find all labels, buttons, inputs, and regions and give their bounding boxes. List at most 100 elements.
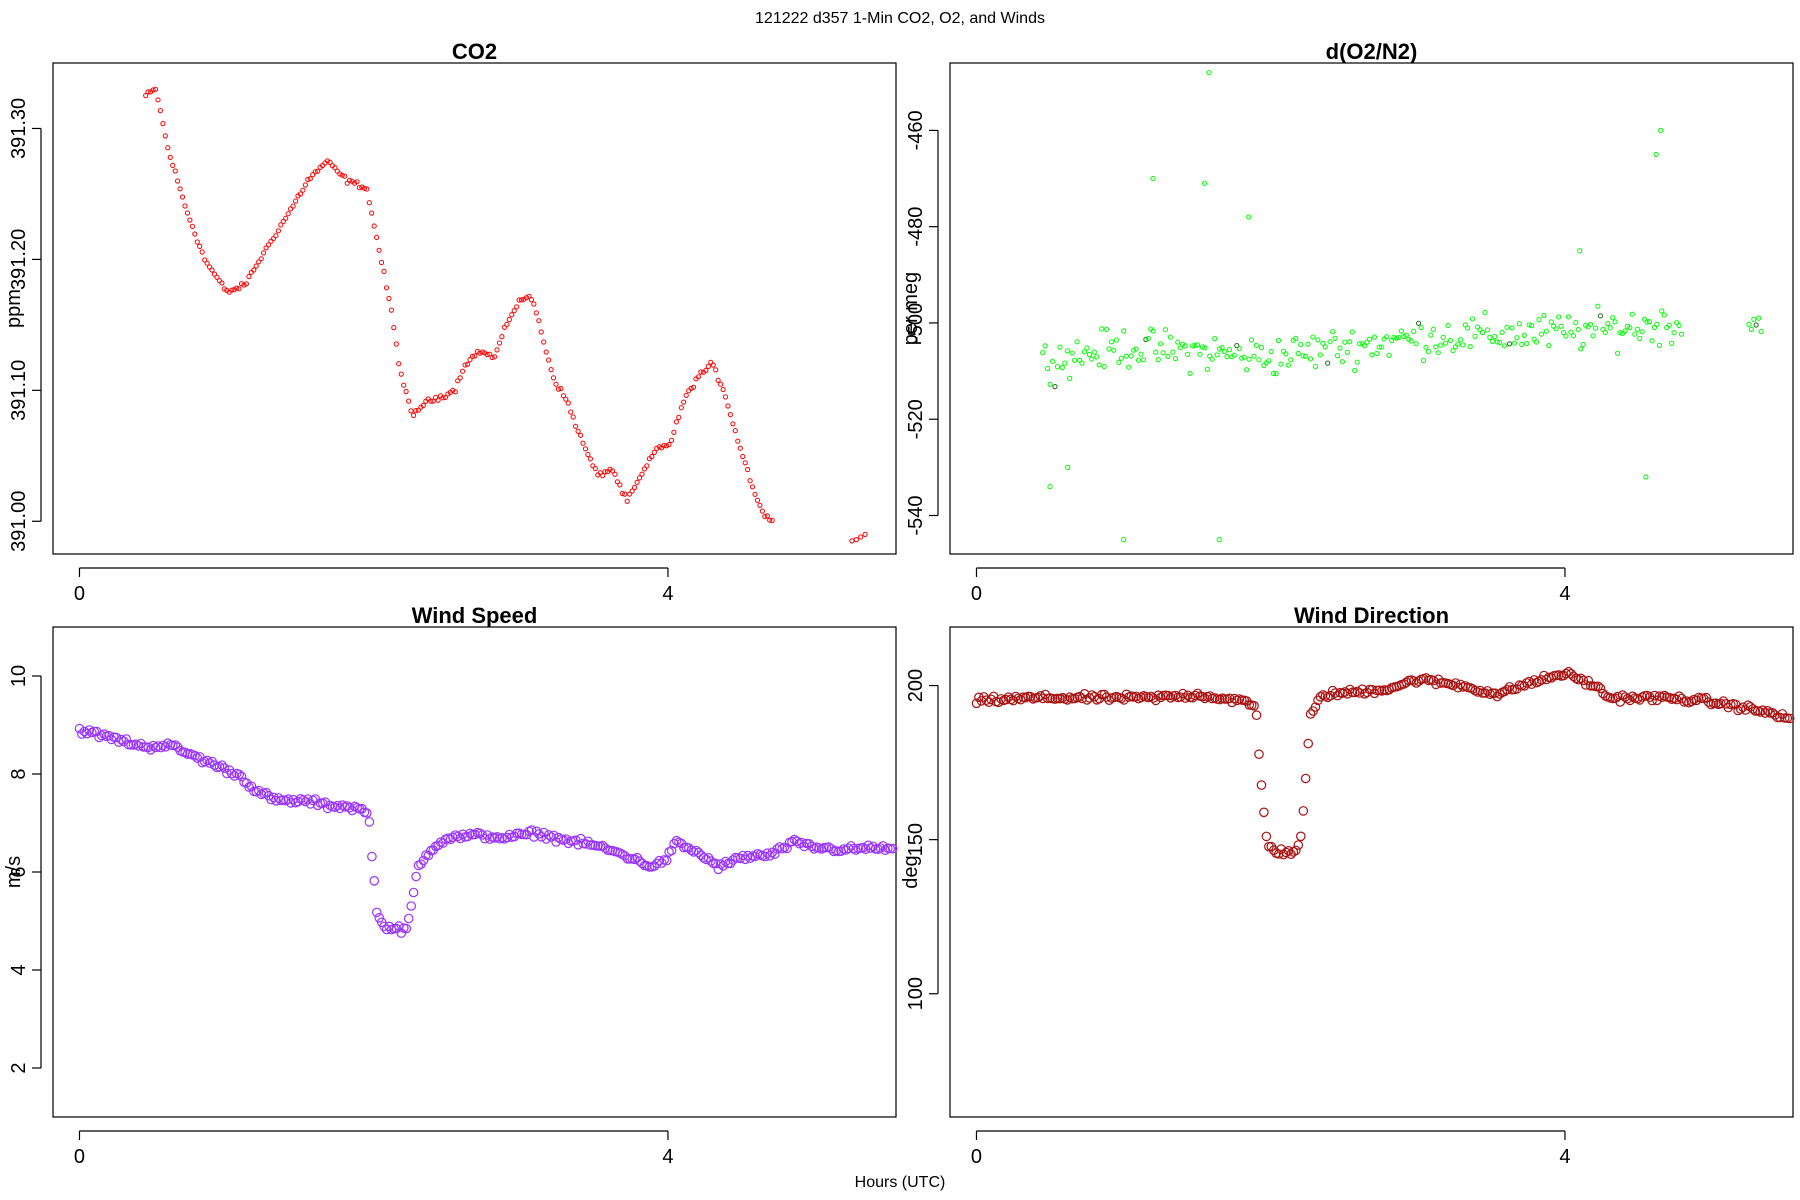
o2-point (1268, 349, 1274, 355)
co2-point (420, 402, 426, 409)
wind-direction-x-tick-label: 4 (1559, 1146, 1570, 1168)
co2-point (398, 371, 404, 377)
o2-point (1214, 352, 1220, 358)
o2-y-tick-label: -500 (905, 303, 927, 343)
o2-point (1565, 314, 1572, 320)
co2-point (391, 325, 397, 331)
co2-point (600, 473, 606, 479)
co2-title: CO2 (452, 39, 497, 64)
o2-point (1334, 353, 1341, 359)
wind-direction-point (1153, 690, 1164, 700)
o2-point (1489, 338, 1495, 344)
o2-point (1288, 357, 1294, 363)
wind-speed-point (450, 830, 461, 840)
co2-point (769, 517, 775, 524)
co2-point (359, 184, 365, 190)
o2-point (1101, 363, 1107, 370)
wind-speed-point (374, 912, 384, 923)
co2-point (494, 347, 500, 353)
wind-direction-point (1276, 844, 1286, 854)
wind-speed-point (693, 847, 704, 858)
co2-point (676, 414, 682, 420)
wind-direction-point (1472, 687, 1483, 697)
co2-point (546, 357, 552, 363)
o2-point (1278, 361, 1284, 367)
o2-point (1150, 175, 1156, 182)
co2-point (853, 537, 859, 543)
co2-point (152, 86, 159, 92)
wind-speed-point (691, 845, 701, 856)
o2-point (1746, 321, 1752, 327)
co2-point (307, 176, 313, 182)
o2-y-tick-label: -540 (905, 495, 927, 535)
wind-direction-point (1647, 695, 1657, 706)
o2-point (1440, 334, 1446, 340)
o2-point (1138, 351, 1144, 357)
wind-speed-point (369, 875, 380, 886)
co2-point (496, 340, 503, 346)
co2-point (393, 341, 399, 347)
co2-point (749, 484, 756, 490)
co2-point (553, 381, 559, 387)
wind-direction-point (1320, 691, 1331, 701)
co2-point (256, 259, 262, 265)
o2-point (1497, 339, 1503, 345)
wind-direction-point (1716, 698, 1726, 709)
o2-point (1391, 334, 1397, 340)
wind-direction-point (1431, 679, 1441, 690)
o2-point (1465, 325, 1471, 331)
co2-point (430, 398, 436, 404)
o2-point (1167, 334, 1174, 340)
o2-point (1312, 363, 1319, 369)
o2-point (1543, 328, 1550, 334)
co2-point (720, 386, 726, 393)
wind-speed-point (133, 741, 144, 751)
o2-point (1231, 352, 1237, 358)
co2-y-tick-label: 391.10 (8, 360, 30, 421)
o2-point (1644, 319, 1650, 325)
o2-point (1347, 339, 1353, 345)
o2-point (1128, 353, 1134, 359)
o2-point (1529, 323, 1535, 329)
o2-point (1516, 321, 1522, 327)
wind-speed-point (669, 838, 679, 849)
co2-point (219, 280, 225, 286)
co2-point (688, 385, 694, 391)
o2-point (1450, 347, 1456, 354)
wind-speed-point (843, 843, 854, 854)
wind-direction-point (1101, 692, 1112, 702)
o2-point (1153, 349, 1159, 355)
co2-y-tick-label: 391.20 (8, 229, 30, 290)
o2-point (1226, 347, 1233, 353)
wind-speed-point (322, 803, 333, 814)
wind-direction-point (1291, 845, 1301, 856)
co2-point (189, 223, 195, 229)
o2-point (1059, 365, 1065, 371)
o2-point (1145, 335, 1151, 342)
wind-speed-point (99, 729, 109, 739)
wind-speed-point (742, 850, 753, 861)
co2-point (767, 517, 773, 523)
wind-speed-point (502, 832, 512, 843)
o2-point (1165, 353, 1171, 359)
o2-point (1588, 321, 1594, 327)
o2-point (1649, 338, 1655, 344)
o2-point (1140, 357, 1147, 363)
co2-point (710, 362, 716, 368)
co2-point (170, 162, 176, 168)
co2-point (435, 397, 441, 403)
wind-direction-point (1578, 675, 1589, 686)
co2-point (376, 247, 382, 253)
wind-speed-point (190, 750, 200, 761)
o2-point (1659, 308, 1665, 314)
wind-speed-point (605, 845, 615, 856)
wind-speed-point (288, 794, 298, 805)
wind-speed-point (715, 859, 726, 869)
o2-point (1479, 329, 1486, 336)
wind-direction-y-tick-label: 100 (905, 977, 927, 1010)
co2-point (145, 89, 151, 95)
o2-point (1538, 331, 1545, 337)
o2-point (1553, 326, 1559, 332)
wind-direction-point (1450, 678, 1461, 688)
